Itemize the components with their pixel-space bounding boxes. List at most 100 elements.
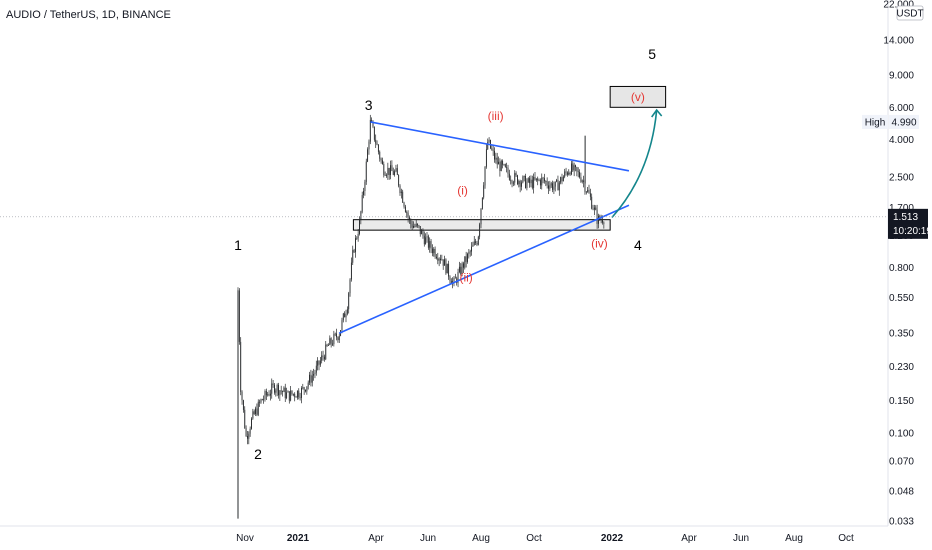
candle-body [410,219,412,225]
candle [296,390,298,400]
target-zone[interactable] [609,85,667,108]
candle [334,332,336,337]
projection-arrowhead [651,108,663,118]
candle-body [572,163,574,171]
candle-body [317,360,319,366]
candle [280,385,282,395]
last-price-tag: 1.513 10:20:19 [888,208,932,239]
candle-body [391,165,393,171]
candle-body [361,195,363,212]
candle [415,220,417,228]
candle [530,175,532,188]
candle-body [427,236,429,248]
candle [284,383,286,402]
candle-body [495,157,497,160]
candle-body [373,126,375,140]
candle-body [539,180,541,186]
high-label-box [862,114,888,129]
candle [395,164,397,173]
candle-body [414,226,416,227]
projection-arrow[interactable] [611,109,658,219]
candle [552,180,553,193]
candle [325,341,327,361]
last-price-value: 1.513 [893,212,918,223]
candle-body [272,383,274,385]
candle-body [407,213,409,218]
candle [322,350,324,361]
candle [471,242,472,256]
candle-body [398,175,400,186]
price-tick-label: 0.550 [889,293,914,304]
candle-body [303,387,305,390]
candle-body [372,122,374,127]
candle [534,172,536,181]
candle-body [329,338,331,345]
candle-body [557,179,559,191]
candle-body [469,251,471,253]
candle-body [402,191,404,203]
currency-tag[interactable]: USDT [896,5,924,21]
candle-body [498,161,499,165]
candle-body [602,219,603,223]
candle-body [282,391,283,392]
wave-label-4: 4 [634,237,642,253]
candle [454,273,456,279]
currency-tag-box[interactable] [896,5,924,21]
wave-label-1: 1 [234,237,242,253]
candle-body [353,250,355,253]
candle-body [344,313,346,318]
candle [549,180,551,192]
candle-body [365,161,367,182]
candle-body [279,390,281,396]
support-zone[interactable] [352,219,611,231]
candle-body [406,212,408,214]
candle-body [400,191,402,193]
candle-body [508,173,510,180]
candle-body [573,165,575,171]
candle-body [581,180,583,182]
candle [342,312,344,323]
candle [598,213,599,229]
candle [539,178,541,189]
candle [546,177,548,189]
trendline-upper[interactable] [370,121,630,172]
candle [311,370,313,387]
candle [581,179,583,184]
candle-body [286,392,288,398]
candle-body [534,177,536,180]
candle [298,388,300,400]
candle [275,388,277,397]
time-tick-label: Oct [838,533,854,544]
candle-body [321,355,323,361]
candle [583,175,585,188]
trendline-lower[interactable] [338,204,630,334]
candle-body [288,391,290,401]
time-tick-label: Apr [681,533,697,544]
candle-body [554,181,556,187]
candle-body [545,181,547,182]
wave-label-3: 3 [365,97,373,113]
candle-body [483,185,485,198]
candle [438,257,440,267]
candle-body [598,215,599,224]
candle [577,167,579,178]
candle-body [502,161,504,165]
candle-body [345,313,347,318]
candle-body [492,149,494,151]
candle-body [242,400,244,410]
price-tick-label: 6.000 [889,103,914,114]
candle-body [434,249,436,257]
candle-body [311,375,313,383]
candle-body [533,177,535,188]
candle [457,268,459,288]
candle-body [523,176,525,177]
candle-body [438,258,440,261]
candle [248,431,250,445]
candle [253,409,255,415]
candle [461,261,463,277]
candle [541,173,543,190]
candle-body [315,365,317,373]
candle-body [471,246,472,252]
